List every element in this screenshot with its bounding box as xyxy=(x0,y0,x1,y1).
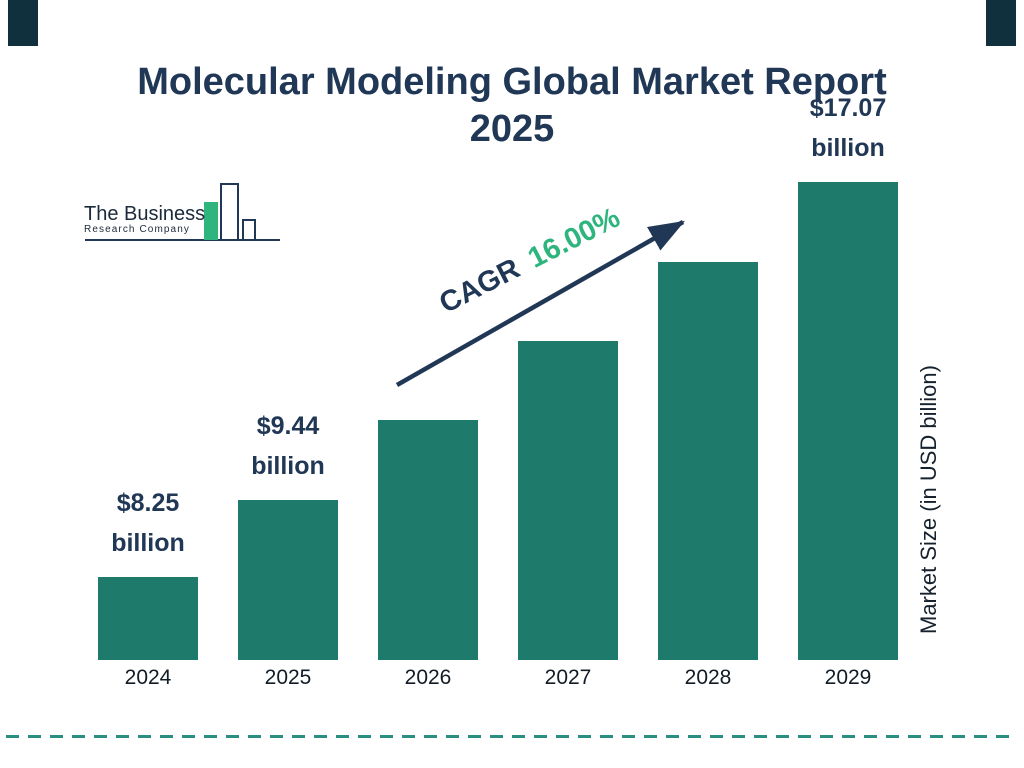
bar-group-2027 xyxy=(518,341,618,660)
y-axis-label: Market Size (in USD billion) xyxy=(916,365,941,635)
bar-group-2025: $9.44 billion xyxy=(238,407,338,660)
bar-group-2029: $17.07 billion xyxy=(798,89,898,660)
value-label-2029: $17.07 billion xyxy=(809,94,887,162)
logo-text-line2: Research Company xyxy=(84,224,190,235)
x-label-2027: 2027 xyxy=(544,666,592,689)
logo-chart-icon xyxy=(85,183,280,241)
bar-group-2026 xyxy=(378,420,478,660)
value-label-2025: $9.44 billion xyxy=(251,412,325,480)
bar-2025 xyxy=(238,500,338,660)
logo-text-line1: The Business xyxy=(84,203,206,225)
corner-block-right xyxy=(986,0,1016,46)
x-label-2028: 2028 xyxy=(684,666,732,689)
page-title: Molecular Modeling Global Market Report … xyxy=(0,59,1024,152)
bar-2028 xyxy=(658,262,758,660)
x-axis-labels: 2024 2025 2026 2027 2028 2029 xyxy=(98,666,898,690)
bar-group-2028 xyxy=(658,262,758,660)
bar-2026 xyxy=(378,420,478,660)
page-title-line1: Molecular Modeling Global Market Report xyxy=(137,61,887,104)
bar-2027 xyxy=(518,341,618,660)
company-logo: The Business Research Company xyxy=(78,180,290,246)
bottom-dashed-divider xyxy=(6,735,1018,738)
logo-text: The Business Research Company xyxy=(84,204,205,236)
x-label-2024: 2024 xyxy=(124,666,172,689)
page-title-line2: 2025 xyxy=(469,107,555,150)
x-label-2026: 2026 xyxy=(404,666,452,689)
x-label-2025: 2025 xyxy=(264,666,312,689)
value-label-2024: $8.25 billion xyxy=(111,489,185,557)
bar-chart: $8.25 billion $9.44 billion $17.07 billion xyxy=(98,94,898,660)
bar-2024 xyxy=(98,577,198,660)
x-label-2029: 2029 xyxy=(824,666,872,689)
corner-block-left xyxy=(8,0,38,46)
bar-2029 xyxy=(798,182,898,660)
bar-group-2024: $8.25 billion xyxy=(98,484,198,660)
